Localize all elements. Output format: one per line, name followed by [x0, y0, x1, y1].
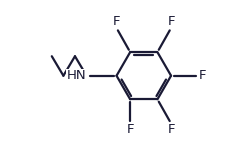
- Text: F: F: [167, 15, 175, 28]
- Text: F: F: [113, 15, 120, 28]
- Text: F: F: [198, 69, 206, 82]
- Text: F: F: [126, 123, 134, 136]
- Text: F: F: [167, 123, 175, 136]
- Text: HN: HN: [67, 69, 86, 82]
